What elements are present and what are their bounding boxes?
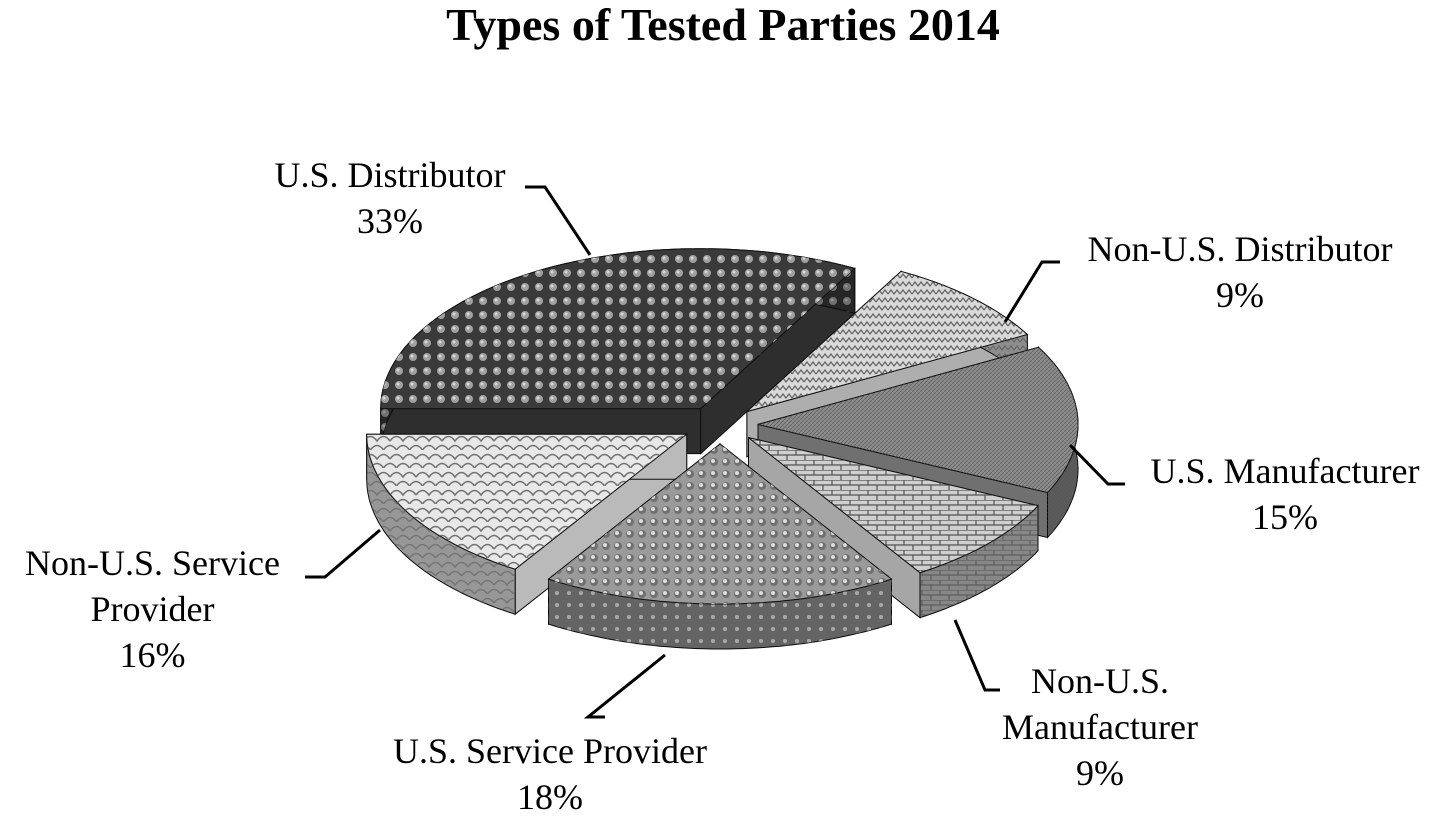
slice-texture bbox=[548, 444, 892, 604]
slice-texture bbox=[746, 271, 1028, 412]
value-label: 9% bbox=[1076, 753, 1124, 793]
slice-texture bbox=[380, 248, 855, 409]
leader-line bbox=[1003, 260, 1060, 323]
value-label: 9% bbox=[1216, 275, 1264, 315]
pie-slice bbox=[547, 442, 893, 650]
pie-slice bbox=[366, 433, 689, 616]
category-label: U.S. Service Provider bbox=[393, 731, 707, 771]
category-label: Non-U.S. Manufacturer bbox=[1002, 661, 1198, 747]
slice-texture bbox=[748, 437, 1038, 573]
category-label: Non-U.S. Distributor bbox=[1087, 229, 1393, 269]
slice-texture bbox=[758, 347, 1078, 493]
data-label: U.S. Manufacturer 15% bbox=[1075, 448, 1446, 540]
leader-line bbox=[1068, 443, 1125, 486]
data-label: Non-U.S. Manufacturer 9% bbox=[980, 658, 1220, 796]
slice-wall-texture bbox=[920, 505, 1038, 618]
leader-line bbox=[525, 185, 592, 256]
leader-line bbox=[305, 528, 381, 579]
data-label: Non-U.S. Distributor 9% bbox=[1030, 226, 1446, 318]
category-label: Non-U.S. Service Provider bbox=[25, 543, 280, 629]
data-label: U.S. Distributor 33% bbox=[180, 152, 600, 244]
value-label: 18% bbox=[517, 777, 583, 816]
data-label: Non-U.S. Service Provider 16% bbox=[0, 540, 305, 678]
data-label: U.S. Service Provider 18% bbox=[340, 728, 760, 816]
leader-line bbox=[953, 619, 1000, 692]
leader-line bbox=[583, 653, 666, 719]
category-label: U.S. Manufacturer bbox=[1150, 451, 1420, 491]
category-label: U.S. Distributor bbox=[274, 155, 506, 195]
value-label: 16% bbox=[119, 635, 186, 675]
chart-title: Types of Tested Parties 2014 bbox=[446, 0, 1000, 50]
value-label: 15% bbox=[1252, 497, 1318, 537]
slice-wall-texture bbox=[366, 434, 516, 615]
pie-slice bbox=[380, 248, 856, 455]
value-label: 33% bbox=[357, 201, 423, 241]
slice-wall-texture bbox=[548, 579, 892, 649]
slice-texture bbox=[366, 434, 687, 570]
